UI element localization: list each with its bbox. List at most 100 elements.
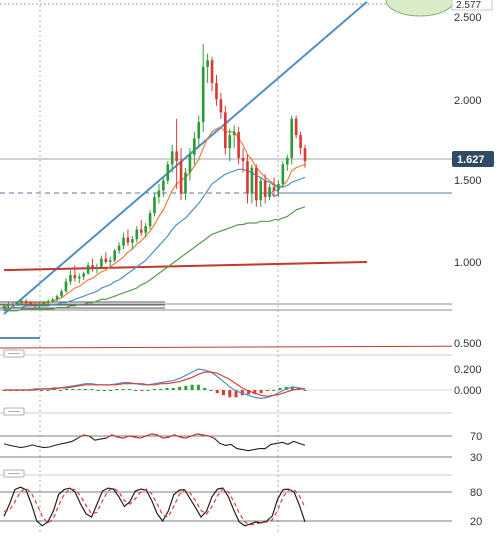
rsi-overbought-segment <box>157 434 164 439</box>
macd-histogram-bar <box>153 388 156 390</box>
tick-label-2-000: 2.000 <box>454 95 482 107</box>
highlight-ellipse <box>385 0 455 17</box>
candle-body <box>254 167 258 201</box>
candle-body <box>86 265 90 274</box>
candle-body <box>64 281 68 292</box>
macd-histogram-bar <box>165 387 169 390</box>
macd-histogram-bar <box>272 390 276 391</box>
candle <box>153 193 156 217</box>
top-price-tag <box>451 0 493 11</box>
macd-histogram-bar <box>58 390 62 391</box>
candle-body <box>246 161 249 194</box>
rsi-overbought-segment <box>179 436 186 439</box>
candle-body <box>210 60 214 84</box>
rsi-overbought-segment <box>123 435 130 439</box>
rsi-overbought-segment <box>151 433 158 436</box>
candle-body <box>104 258 108 262</box>
stochastic-line-0 <box>3 486 306 527</box>
candle <box>126 229 130 246</box>
rsi-overbought-segment <box>168 434 175 438</box>
rsi-overbought-segment <box>111 434 118 438</box>
candle <box>277 180 280 197</box>
macd-histogram-bar <box>171 387 175 390</box>
candle-body <box>290 118 294 158</box>
candles-layer <box>2 44 307 311</box>
macd-histogram-bar <box>46 390 50 391</box>
candle-body <box>46 301 50 303</box>
candle <box>60 289 63 298</box>
candle <box>86 262 90 276</box>
candle-body <box>108 260 112 262</box>
macd-histogram-bar <box>221 390 225 396</box>
rsi-overbought-segment <box>174 434 181 438</box>
candle-body <box>117 245 121 251</box>
candle <box>162 177 165 197</box>
candle <box>15 301 19 306</box>
candle <box>201 44 205 132</box>
macd-histogram-bar <box>259 390 263 394</box>
candle-body <box>299 135 302 149</box>
candle <box>157 183 161 204</box>
rsi-tick-30: 30 <box>470 452 482 464</box>
rsi-overbought-segment <box>140 435 147 439</box>
candle-body <box>51 299 55 302</box>
trendline-0 <box>3 0 368 315</box>
rsi-overbought-segment <box>77 434 84 439</box>
macd-histogram-bar <box>278 387 282 390</box>
candle-body <box>113 250 116 261</box>
candle-body <box>144 226 147 233</box>
current-price-tag <box>452 151 494 167</box>
rsi-overbought-segment <box>185 435 192 439</box>
candle-body <box>241 157 245 162</box>
candle-body <box>259 180 263 201</box>
candle-body <box>29 302 32 305</box>
candle-body <box>303 148 307 162</box>
candle-body <box>77 276 81 279</box>
overlay-lines-layer <box>3 0 368 315</box>
candle <box>290 115 294 165</box>
moving-average-1 <box>4 168 306 310</box>
macd-tick-0-000: 0.000 <box>454 385 482 397</box>
candle-body <box>263 180 267 197</box>
candle-body <box>33 304 37 306</box>
candle-body <box>162 180 165 191</box>
stoch-tick-20: 20 <box>470 516 482 528</box>
rsi-tick-70: 70 <box>470 431 482 443</box>
trendline-1 <box>3 261 367 272</box>
macd-histogram-bar <box>234 390 238 398</box>
rsi-overbought-segment <box>105 434 113 439</box>
candle <box>197 115 201 149</box>
support-anchor-point <box>271 189 279 197</box>
candle <box>122 232 125 249</box>
candle <box>131 235 134 249</box>
candle <box>7 302 10 308</box>
candle-body <box>100 258 103 267</box>
candle-body <box>228 135 232 149</box>
macd-histogram-bar <box>196 384 200 390</box>
candle-body <box>95 266 99 269</box>
tick-label-2-500: 2.500 <box>454 12 482 24</box>
tick-label-1-500: 1.500 <box>454 175 482 187</box>
current-price-label: 1.627 <box>457 154 485 166</box>
macd-histogram-bar <box>203 387 207 390</box>
candle <box>246 154 249 204</box>
candle <box>175 118 178 189</box>
rsi-overbought-segment <box>162 436 169 439</box>
candle <box>42 301 46 306</box>
macd-histogram-bar <box>140 390 144 392</box>
candle <box>82 271 86 280</box>
macd-histogram-bar <box>40 390 44 391</box>
candle <box>228 128 232 162</box>
candle-body <box>201 66 205 123</box>
stoch-tick-80: 80 <box>470 487 482 499</box>
candle <box>259 177 263 207</box>
candle-body <box>184 172 187 194</box>
macd-histogram-bar <box>121 388 125 390</box>
candle-body <box>15 302 19 305</box>
macd-histogram-bar <box>215 390 219 394</box>
rsi-overbought-segment <box>83 434 90 437</box>
rsi-overbought-segment <box>117 436 124 439</box>
